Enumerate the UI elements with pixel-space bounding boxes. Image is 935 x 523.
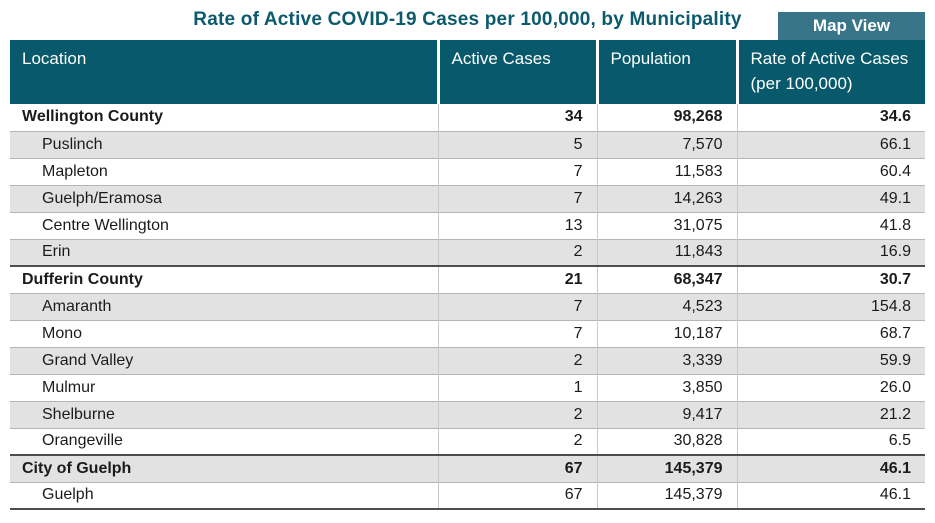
table-row: Guelph/Eramosa 7 14,263 49.1 (10, 185, 925, 212)
cell-population: 4,523 (596, 293, 737, 320)
cell-location: Guelph/Eramosa (10, 185, 438, 212)
cell-rate: 6.5 (736, 428, 925, 455)
cell-active-cases: 2 (437, 239, 597, 266)
cell-population: 68,347 (596, 266, 737, 293)
cell-active-cases: 7 (437, 158, 597, 185)
column-header-location: Location (10, 40, 438, 104)
cell-population: 10,187 (596, 320, 737, 347)
cell-location: Wellington County (10, 104, 438, 131)
cell-location: Shelburne (10, 401, 438, 428)
cell-active-cases: 1 (437, 374, 597, 401)
cell-active-cases: 7 (437, 320, 597, 347)
table-header-row: Location Active Cases Population Rate of… (10, 40, 925, 104)
table-row: Erin 2 11,843 16.9 (10, 239, 925, 266)
cell-location: Erin (10, 239, 438, 266)
cell-location: Puslinch (10, 131, 438, 158)
cell-active-cases: 7 (437, 293, 597, 320)
page-title: Rate of Active COVID-19 Cases per 100,00… (193, 9, 742, 30)
cell-population: 7,570 (596, 131, 737, 158)
cell-location: Mapleton (10, 158, 438, 185)
column-header-population: Population (595, 40, 737, 104)
table-body: Wellington County 34 98,268 34.6 Puslinch 5 7,… (10, 104, 925, 509)
table-row: Mapleton 7 11,583 60.4 (10, 158, 925, 185)
table-row: Centre Wellington 13 31,075 41.8 (10, 212, 925, 239)
table-header: Location Active Cases Population Rate of… (10, 40, 925, 104)
cell-rate: 21.2 (736, 401, 925, 428)
cell-active-cases: 7 (437, 185, 597, 212)
table-row: Puslinch 5 7,570 66.1 (10, 131, 925, 158)
cell-active-cases: 2 (437, 347, 597, 374)
cell-location: Dufferin County (10, 266, 438, 293)
cell-population: 3,339 (596, 347, 737, 374)
column-header-rate: Rate of Active Cases (per 100,000) (735, 40, 925, 104)
cell-active-cases: 67 (437, 482, 597, 509)
cell-active-cases: 2 (437, 428, 597, 455)
cell-active-cases: 67 (437, 455, 597, 482)
cell-rate: 46.1 (736, 482, 925, 509)
table-row-group: City of Guelph 67 145,379 46.1 (10, 455, 925, 482)
cell-location: Amaranth (10, 293, 438, 320)
cell-population: 98,268 (596, 104, 737, 131)
table-row: Guelph 67 145,379 46.1 (10, 482, 925, 509)
table-row-group: Dufferin County 21 68,347 30.7 (10, 266, 925, 293)
table-row: Orangeville 2 30,828 6.5 (10, 428, 925, 455)
cell-rate: 46.1 (736, 455, 925, 482)
cell-population: 30,828 (596, 428, 737, 455)
cell-active-cases: 2 (437, 401, 597, 428)
cell-location: Grand Valley (10, 347, 438, 374)
cell-rate: 68.7 (736, 320, 925, 347)
cell-rate: 30.7 (736, 266, 925, 293)
table-row: Grand Valley 2 3,339 59.9 (10, 347, 925, 374)
cell-population: 3,850 (596, 374, 737, 401)
cell-location: City of Guelph (10, 455, 438, 482)
table-row: Mulmur 1 3,850 26.0 (10, 374, 925, 401)
cell-population: 9,417 (596, 401, 737, 428)
cell-active-cases: 13 (437, 212, 597, 239)
cell-rate: 49.1 (736, 185, 925, 212)
map-view-button[interactable]: Map View (778, 12, 925, 40)
cell-population: 145,379 (596, 455, 737, 482)
table-row: Amaranth 7 4,523 154.8 (10, 293, 925, 320)
cell-population: 14,263 (596, 185, 737, 212)
cell-rate: 16.9 (736, 239, 925, 266)
cell-rate: 34.6 (736, 104, 925, 131)
table-row-group: Wellington County 34 98,268 34.6 (10, 104, 925, 131)
cell-population: 145,379 (596, 482, 737, 509)
table-row: Shelburne 2 9,417 21.2 (10, 401, 925, 428)
cell-rate: 66.1 (736, 131, 925, 158)
cell-rate: 26.0 (736, 374, 925, 401)
cell-location: Mono (10, 320, 438, 347)
cell-location: Guelph (10, 482, 438, 509)
cell-location: Mulmur (10, 374, 438, 401)
cell-active-cases: 21 (437, 266, 597, 293)
cell-population: 11,843 (596, 239, 737, 266)
cell-rate: 154.8 (736, 293, 925, 320)
cell-location: Orangeville (10, 428, 438, 455)
covid-rate-table: Location Active Cases Population Rate of… (10, 40, 925, 510)
cell-population: 11,583 (596, 158, 737, 185)
cell-location: Centre Wellington (10, 212, 438, 239)
cell-active-cases: 34 (437, 104, 597, 131)
cell-population: 31,075 (596, 212, 737, 239)
cell-rate: 41.8 (736, 212, 925, 239)
cell-rate: 60.4 (736, 158, 925, 185)
cell-active-cases: 5 (437, 131, 597, 158)
column-header-active-cases: Active Cases (436, 40, 597, 104)
table-row: Mono 7 10,187 68.7 (10, 320, 925, 347)
cell-rate: 59.9 (736, 347, 925, 374)
